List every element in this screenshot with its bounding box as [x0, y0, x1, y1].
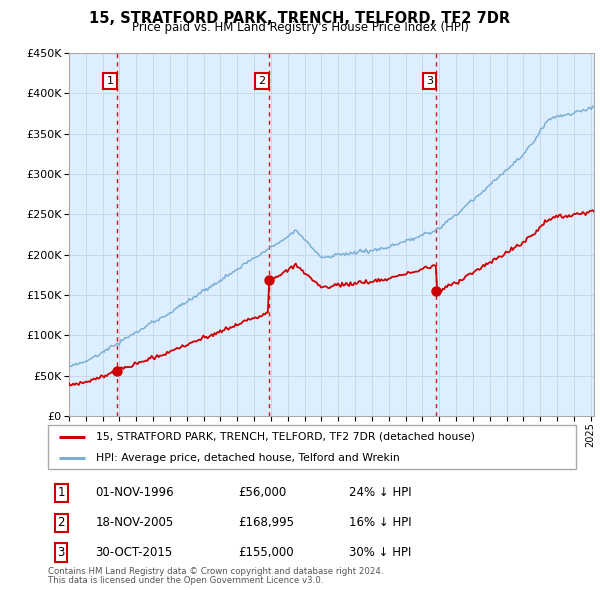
Text: 30% ↓ HPI: 30% ↓ HPI [349, 546, 412, 559]
FancyBboxPatch shape [48, 425, 576, 469]
Text: £168,995: £168,995 [238, 516, 294, 529]
Text: HPI: Average price, detached house, Telford and Wrekin: HPI: Average price, detached house, Telf… [95, 453, 399, 463]
Text: 24% ↓ HPI: 24% ↓ HPI [349, 486, 412, 499]
Text: 2: 2 [58, 516, 65, 529]
Text: 1: 1 [107, 76, 113, 86]
Text: 1: 1 [58, 486, 65, 499]
Text: Contains HM Land Registry data © Crown copyright and database right 2024.: Contains HM Land Registry data © Crown c… [48, 567, 383, 576]
Text: £56,000: £56,000 [238, 486, 286, 499]
Text: This data is licensed under the Open Government Licence v3.0.: This data is licensed under the Open Gov… [48, 576, 323, 585]
Text: 18-NOV-2005: 18-NOV-2005 [95, 516, 174, 529]
Text: £155,000: £155,000 [238, 546, 294, 559]
Text: 01-NOV-1996: 01-NOV-1996 [95, 486, 174, 499]
Text: 3: 3 [426, 76, 433, 86]
Text: 15, STRATFORD PARK, TRENCH, TELFORD, TF2 7DR: 15, STRATFORD PARK, TRENCH, TELFORD, TF2… [89, 11, 511, 25]
Text: 3: 3 [58, 546, 65, 559]
Text: 30-OCT-2015: 30-OCT-2015 [95, 546, 173, 559]
Text: 15, STRATFORD PARK, TRENCH, TELFORD, TF2 7DR (detached house): 15, STRATFORD PARK, TRENCH, TELFORD, TF2… [95, 432, 475, 442]
Text: 2: 2 [259, 76, 266, 86]
Text: Price paid vs. HM Land Registry's House Price Index (HPI): Price paid vs. HM Land Registry's House … [131, 21, 469, 34]
Text: 16% ↓ HPI: 16% ↓ HPI [349, 516, 412, 529]
